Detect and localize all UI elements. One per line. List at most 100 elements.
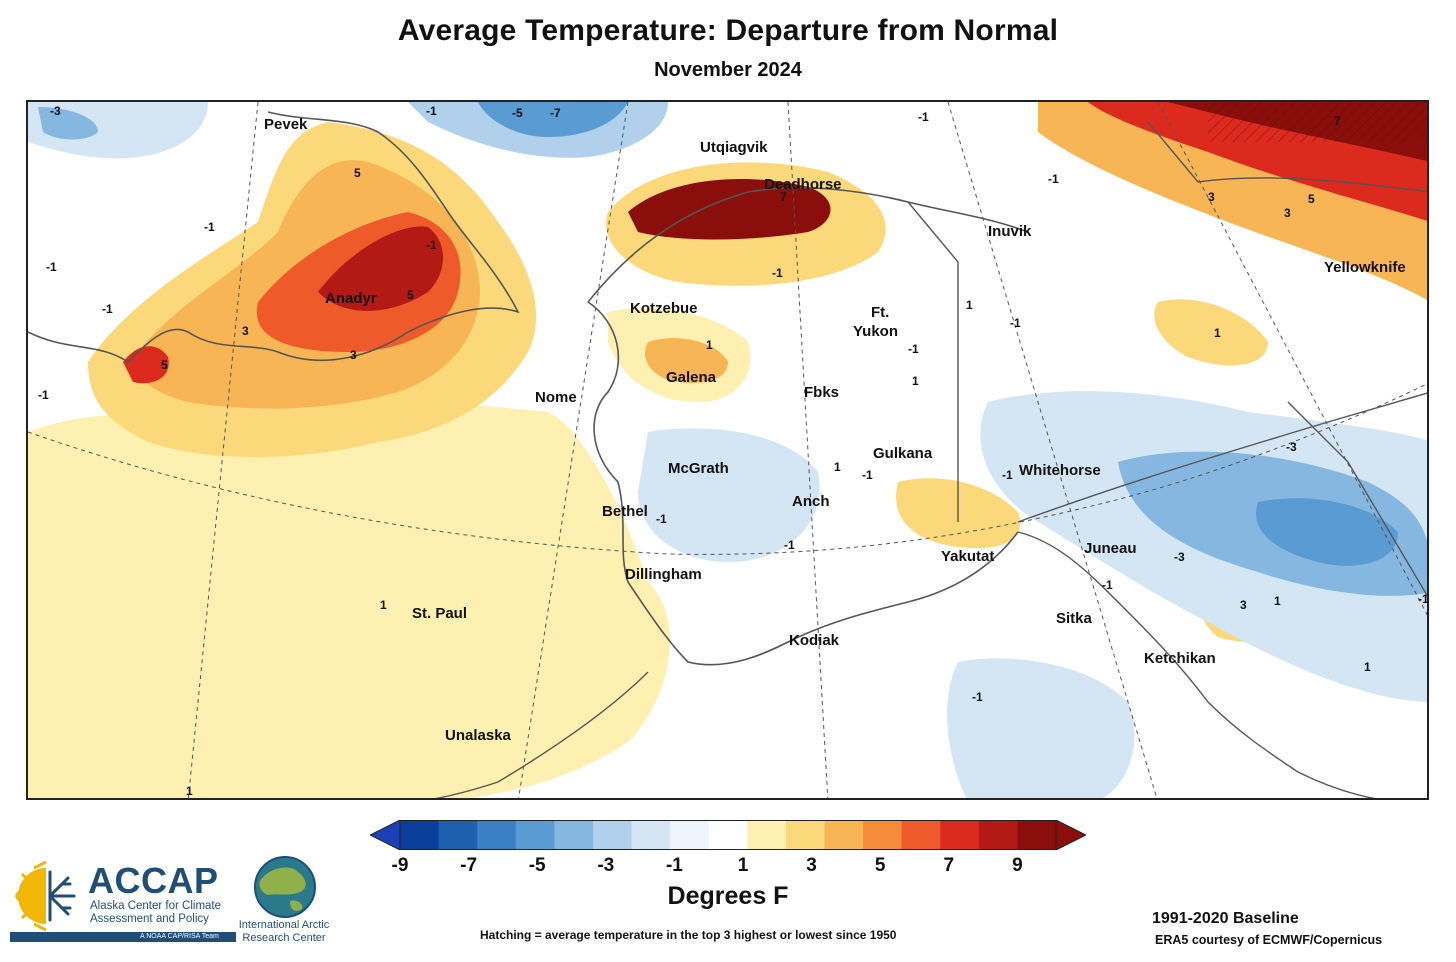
border-nwt-east bbox=[1287, 401, 1427, 597]
colorbar-tick-label: -5 bbox=[528, 855, 546, 876]
warm-region-north-slope-core bbox=[628, 179, 831, 240]
globe-icon bbox=[254, 856, 316, 918]
contour-label: -1 bbox=[972, 690, 983, 704]
data-credit: ERA5 courtesy of ECMWF/Copernicus bbox=[1155, 933, 1383, 947]
colorbar bbox=[370, 820, 1086, 850]
place-label: Kotzebue bbox=[630, 300, 698, 317]
colorbar-ticks: -9 -7 -5 -3 -1 1 3 5 7 9 bbox=[370, 855, 1086, 879]
contour-label: -1 bbox=[772, 266, 783, 280]
place-label: Gulkana bbox=[873, 445, 933, 462]
place-label: Fbks bbox=[804, 384, 840, 401]
place-label: Juneau bbox=[1084, 540, 1137, 557]
contour-label: -1 bbox=[784, 538, 795, 552]
contour-label: 1 bbox=[706, 338, 713, 352]
colorbar-segment bbox=[901, 820, 941, 850]
hatching-note: Hatching = average temperature in the to… bbox=[480, 928, 897, 942]
contour-label: 1 bbox=[380, 598, 387, 612]
iarc-logo: International Arctic Research Center bbox=[228, 855, 338, 955]
colorbar-label: Degrees F bbox=[667, 882, 789, 910]
warm-region-galena bbox=[644, 338, 728, 383]
colorbar-tick-label: -7 bbox=[460, 855, 478, 876]
graticule-lon-5 bbox=[1157, 102, 1427, 616]
map-subtitle: November 2024 bbox=[654, 59, 802, 81]
colorbar-tick-label: -9 bbox=[391, 855, 409, 876]
contour-label: -3 bbox=[50, 104, 61, 118]
colorbar-segment bbox=[438, 820, 478, 850]
contour-label: -1 bbox=[204, 220, 215, 234]
border-nwt bbox=[1147, 121, 1427, 193]
contour-label: 3 bbox=[242, 324, 249, 338]
contour-label: -1 bbox=[1002, 468, 1013, 482]
colorbar-tick-label: 5 bbox=[874, 855, 886, 876]
contour-label: -1 bbox=[46, 260, 57, 274]
contour-label: -1 bbox=[1102, 578, 1113, 592]
cold-region-gulf bbox=[947, 658, 1135, 798]
contour-label: 1 bbox=[912, 374, 919, 388]
hatched-area bbox=[1208, 102, 1427, 142]
contour-label: 1 bbox=[834, 460, 841, 474]
place-label: Utqiagvik bbox=[700, 139, 768, 156]
colorbar-segment bbox=[824, 820, 864, 850]
contour-label: -1 bbox=[426, 104, 437, 118]
contour-label: -1 bbox=[656, 512, 667, 526]
place-label: Ft. bbox=[871, 304, 890, 321]
place-label: Bethel bbox=[602, 503, 648, 520]
colorbar-low-arrow bbox=[370, 820, 401, 850]
colorbar-segment bbox=[631, 820, 671, 850]
place-label: Whitehorse bbox=[1019, 462, 1101, 479]
contour-label: 1 bbox=[1214, 326, 1221, 340]
place-label: Anadyr bbox=[325, 290, 377, 307]
contour-label: 3 bbox=[1208, 190, 1215, 204]
colorbar-segment bbox=[708, 820, 748, 850]
coastline-southeast bbox=[1017, 531, 1376, 798]
coastline-alaska-north bbox=[587, 187, 1029, 303]
accap-line1: Alaska Center for Climate bbox=[90, 900, 222, 912]
graticule-lon-3 bbox=[787, 102, 829, 798]
colorbar-segment bbox=[1017, 820, 1057, 850]
coastline-aleutians bbox=[435, 671, 649, 798]
colorbar-segment bbox=[515, 820, 555, 850]
contour-label: 3 bbox=[350, 348, 357, 362]
colorbar-tick-label: 7 bbox=[943, 855, 955, 876]
coastline-chukotka bbox=[28, 111, 520, 364]
cold-region-arctic-ocean-core bbox=[478, 102, 628, 137]
colorbar-segment bbox=[940, 820, 980, 850]
warm-region-yellowknife bbox=[1154, 299, 1268, 366]
colorbar-segment bbox=[670, 820, 710, 850]
contour-label: 3 bbox=[1240, 598, 1247, 612]
place-label: Deadhorse bbox=[764, 176, 842, 193]
place-label: Anch bbox=[792, 493, 830, 510]
place-label: Dillingham bbox=[625, 566, 702, 583]
contour-label: -1 bbox=[918, 110, 929, 124]
contour-label: -1 bbox=[908, 342, 919, 356]
contour-label: -3 bbox=[1174, 550, 1185, 564]
graticule-lon-2 bbox=[518, 102, 629, 798]
cold-region-nw-corner-core bbox=[38, 107, 98, 140]
iarc-line1: International Arctic bbox=[238, 919, 330, 931]
place-label: McGrath bbox=[668, 460, 729, 477]
accap-bar bbox=[10, 932, 236, 942]
contour-label: -3 bbox=[1286, 440, 1297, 454]
colorbar-segment bbox=[592, 820, 633, 850]
contour-label: 1 bbox=[966, 298, 973, 312]
colorbar-tick-label: 1 bbox=[737, 855, 749, 876]
place-label: Ketchikan bbox=[1144, 650, 1216, 667]
graticule-lat-60 bbox=[28, 383, 1427, 555]
colorbar-segment bbox=[477, 820, 517, 850]
accap-line2: Assessment and Policy bbox=[90, 913, 209, 925]
place-label: Yakutat bbox=[941, 548, 995, 565]
contour-label: 5 bbox=[161, 358, 168, 372]
contour-label: -1 bbox=[102, 302, 113, 316]
contour-label: 5 bbox=[407, 288, 414, 302]
contour-label: -1 bbox=[38, 388, 49, 402]
colorbar-segment bbox=[747, 820, 787, 850]
place-label: Pevek bbox=[264, 116, 308, 133]
colorbar-segment bbox=[785, 820, 825, 850]
cold-region-interior bbox=[638, 428, 820, 562]
temperature-anomaly-map: Pevek Utqiagvik Deadhorse Inuvik Yellowk… bbox=[26, 100, 1429, 800]
contour-label: -5 bbox=[512, 106, 523, 120]
accap-subtitle: Alaska Center for Climate Assessment and… bbox=[90, 900, 221, 926]
coastline-alaska-west bbox=[587, 301, 1019, 666]
contour-label: 3 bbox=[1284, 206, 1291, 220]
contour-label: 1 bbox=[1274, 594, 1281, 608]
